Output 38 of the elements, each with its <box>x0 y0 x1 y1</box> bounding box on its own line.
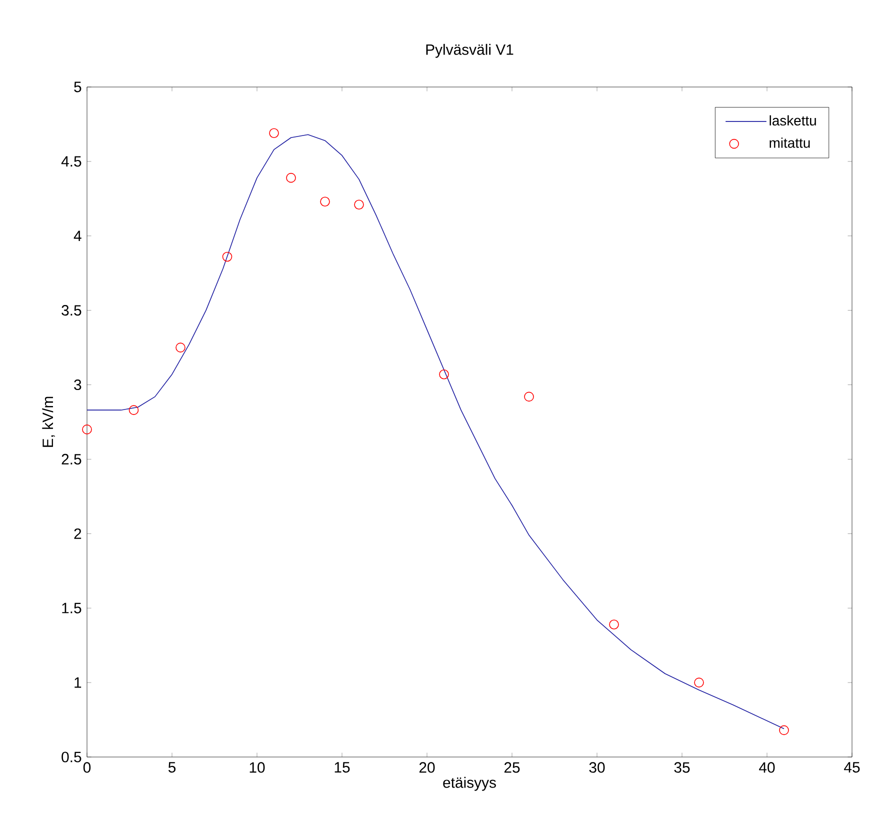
y-tick-label: 1.5 <box>62 602 82 614</box>
x-axis-title: etäisyys <box>443 776 496 791</box>
y-tick-label: 2 <box>74 528 82 539</box>
x-tick-label: 35 <box>674 762 690 773</box>
y-tick-label: 5 <box>74 82 82 92</box>
x-tick-label: 30 <box>589 762 605 773</box>
legend-label: laskettu <box>770 115 816 126</box>
x-tick-label: 15 <box>334 762 350 773</box>
point <box>176 342 186 352</box>
point <box>320 196 330 207</box>
x-tick-label: 10 <box>250 762 265 773</box>
y-tick-label: 0.5 <box>62 752 82 762</box>
y-tick-label: 3.5 <box>62 305 82 316</box>
point <box>694 678 704 688</box>
point <box>82 424 92 434</box>
x-tick-label: 25 <box>504 762 520 773</box>
x-tick-label: 40 <box>759 762 775 773</box>
point <box>779 725 789 736</box>
y-tick-label: 4 <box>74 230 82 242</box>
point <box>269 128 279 138</box>
y-tick-label: 1 <box>74 677 82 688</box>
point <box>286 172 296 183</box>
y-tick-label: 3 <box>74 379 82 390</box>
y-tick-label: 2.5 <box>62 454 82 465</box>
x-tick-label: 5 <box>168 762 176 773</box>
point <box>439 369 449 380</box>
legend-label: mitattu <box>770 138 810 148</box>
x-tick-label: 20 <box>419 762 435 773</box>
point <box>128 405 139 415</box>
x-tick-label: 45 <box>844 762 860 773</box>
chart-title: Pylväsväli V1 <box>426 44 514 58</box>
point <box>354 200 364 210</box>
y-tick-label: 4.5 <box>61 156 82 167</box>
point <box>609 620 619 630</box>
y-axis-title: E, kV/m <box>42 396 55 447</box>
x-tick-label: 0 <box>83 762 91 773</box>
point <box>524 392 534 402</box>
point <box>222 252 232 262</box>
